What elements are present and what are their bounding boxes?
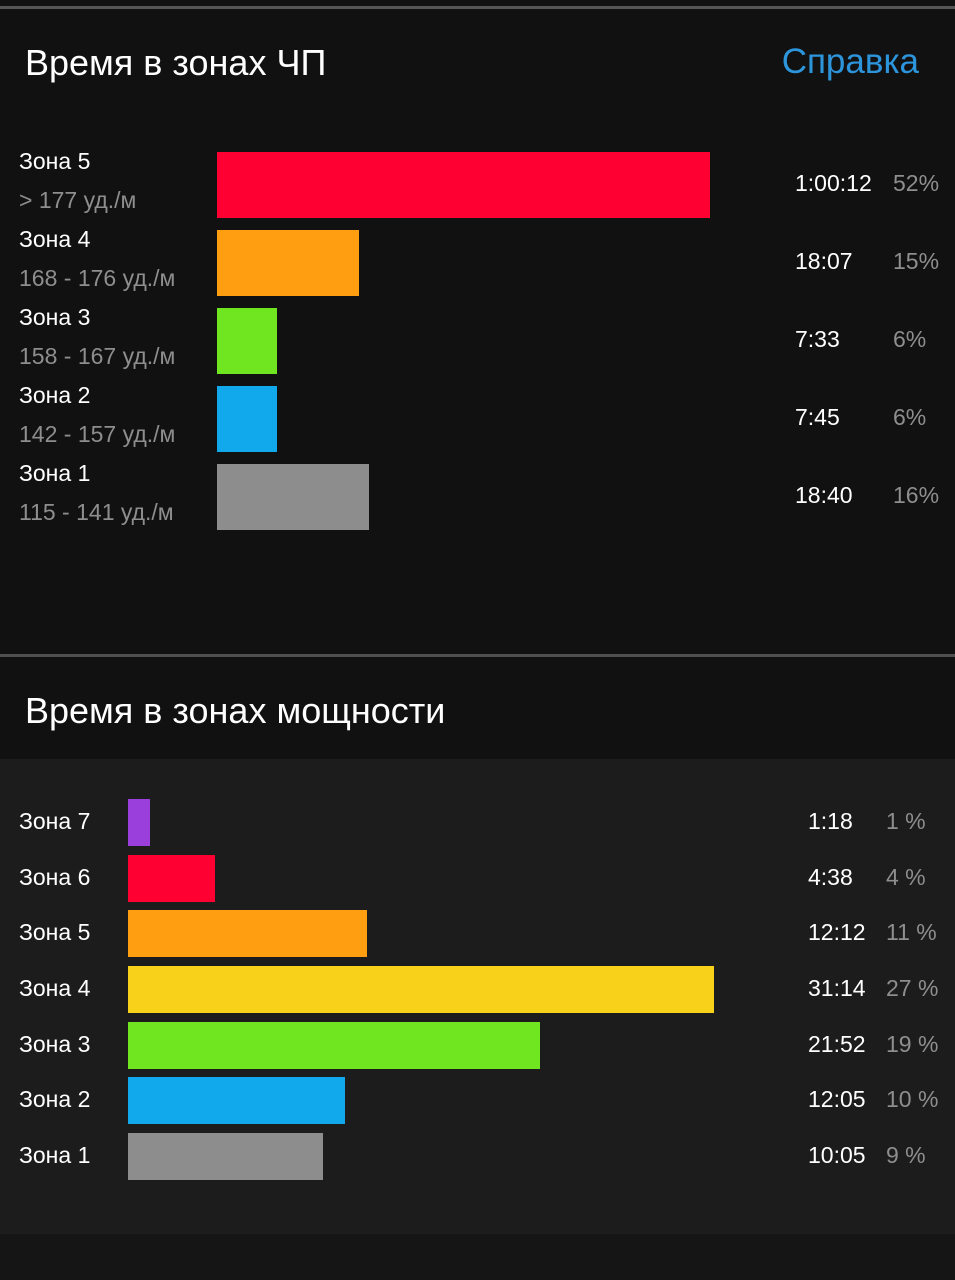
hr-zone-percent: 6% [893,404,927,430]
hr-zones-title: Время в зонах ЧП [25,42,327,83]
help-link[interactable]: Справка [781,42,919,81]
power-zone-name: Зона 6 [19,864,91,890]
hr-zone-bar [217,464,369,530]
power-zone-name: Зона 1 [19,1142,91,1168]
power-zone-name: Зона 5 [19,919,91,945]
section-divider [0,654,955,657]
power-zone-bar [128,799,150,846]
power-zone-time: 31:14 [808,975,866,1001]
hr-zone-name: Зона 5 [19,148,91,174]
hr-zone-range: > 177 уд./м [19,187,137,213]
hr-zone-row: Зона 2 142 - 157 уд./м 7:45 6% [0,382,955,464]
hr-zone-time: 7:33 [795,326,840,352]
hr-zone-row: Зона 5 > 177 уд./м 1:00:12 52% [0,148,955,230]
hr-zone-percent: 16% [893,482,940,508]
hr-zone-time: 7:45 [795,404,840,430]
hr-zone-bar [217,152,710,218]
hr-zone-range: 142 - 157 уд./м [19,421,176,447]
hr-zone-time: 1:00:12 [795,170,872,196]
power-zone-time: 21:52 [808,1031,866,1057]
power-zone-percent: 27 % [886,975,939,1001]
power-zone-row: Зона 2 12:05 10 % [0,1077,955,1134]
power-zone-percent: 4 % [886,864,926,890]
hr-zone-row: Зона 1 115 - 141 уд./м 18:40 16% [0,460,955,542]
power-zone-bar [128,910,367,957]
power-zone-time: 12:12 [808,919,866,945]
hr-zone-bar [217,308,277,374]
hr-zone-percent: 6% [893,326,927,352]
hr-zone-row: Зона 4 168 - 176 уд./м 18:07 15% [0,226,955,308]
power-zone-name: Зона 4 [19,975,91,1001]
hr-zone-range: 158 - 167 уд./м [19,343,176,369]
footer-strip [0,1234,955,1280]
power-zones-header [0,657,955,759]
hr-zone-percent: 52% [893,170,940,196]
power-zone-bar [128,855,215,902]
power-zone-row: Зона 4 31:14 27 % [0,966,955,1023]
power-zone-percent: 19 % [886,1031,939,1057]
hr-zone-name: Зона 4 [19,226,91,252]
hr-zone-row: Зона 3 158 - 167 уд./м 7:33 6% [0,304,955,386]
hr-zone-name: Зона 2 [19,382,91,408]
power-zone-bar [128,1133,323,1180]
hr-zone-time: 18:07 [795,248,853,274]
hr-zone-name: Зона 1 [19,460,91,486]
power-zone-time: 4:38 [808,864,853,890]
hr-zone-range: 168 - 176 уд./м [19,265,176,291]
power-zone-bar [128,1022,540,1069]
power-zone-row: Зона 1 10:05 9 % [0,1133,955,1190]
power-zone-bar [128,966,714,1013]
hr-zone-range: 115 - 141 уд./м [19,499,174,525]
hr-zone-bar [217,230,359,296]
power-zone-row: Зона 5 12:12 11 % [0,910,955,967]
power-zone-name: Зона 7 [19,808,91,834]
power-zone-time: 12:05 [808,1086,866,1112]
power-zone-percent: 10 % [886,1086,939,1112]
power-zone-row: Зона 7 1:18 1 % [0,799,955,856]
power-zone-time: 1:18 [808,808,853,834]
hr-zone-name: Зона 3 [19,304,91,330]
power-zone-percent: 1 % [886,808,926,834]
top-divider [0,6,955,9]
power-zone-name: Зона 2 [19,1086,91,1112]
power-zones-title: Время в зонах мощности [25,690,446,731]
hr-zone-time: 18:40 [795,482,853,508]
power-zone-name: Зона 3 [19,1031,91,1057]
power-zone-row: Зона 3 21:52 19 % [0,1022,955,1079]
power-zone-percent: 11 % [886,919,937,945]
hr-zone-bar [217,386,277,452]
power-zone-time: 10:05 [808,1142,866,1168]
power-zone-percent: 9 % [886,1142,926,1168]
hr-zone-percent: 15% [893,248,940,274]
power-zone-bar [128,1077,345,1124]
power-zone-row: Зона 6 4:38 4 % [0,855,955,912]
